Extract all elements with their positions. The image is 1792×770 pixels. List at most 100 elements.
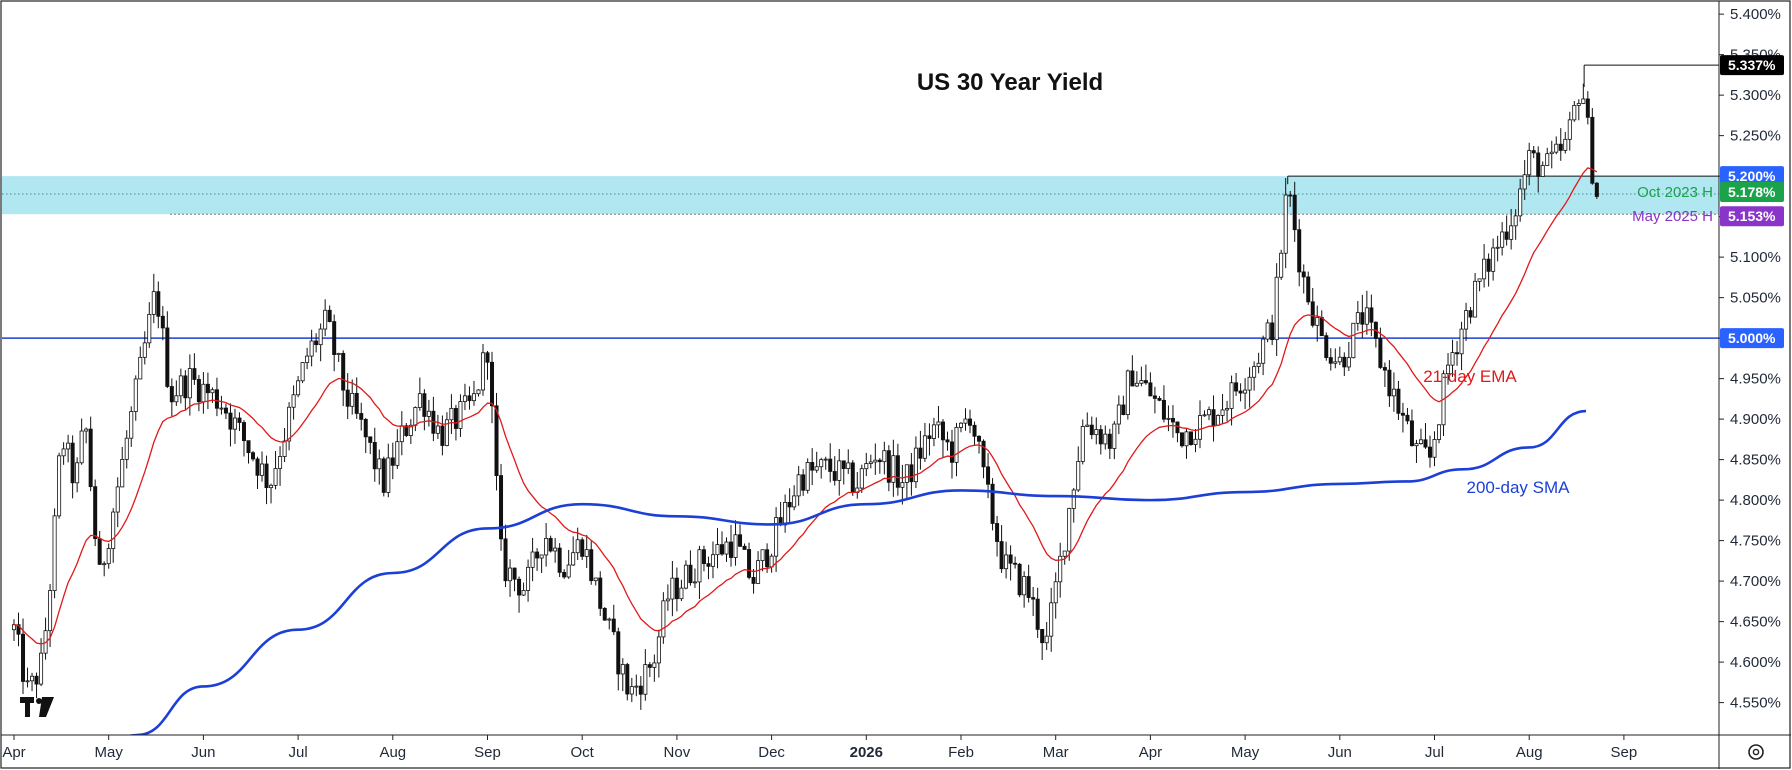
candle-body bbox=[526, 566, 531, 591]
candle bbox=[729, 524, 734, 567]
candle bbox=[1098, 425, 1103, 455]
candle bbox=[1071, 487, 1076, 523]
candle bbox=[1121, 395, 1126, 416]
candle-body bbox=[1184, 431, 1189, 447]
candle bbox=[1364, 290, 1369, 335]
candle-body bbox=[1400, 412, 1405, 416]
candle-body bbox=[1139, 380, 1144, 384]
candle-body bbox=[174, 395, 179, 403]
candle-body bbox=[1450, 352, 1455, 366]
candle-body bbox=[1225, 408, 1230, 411]
candle bbox=[1518, 178, 1523, 222]
candle bbox=[1112, 421, 1117, 460]
candle-body bbox=[1031, 597, 1036, 600]
candle-body bbox=[972, 424, 977, 437]
candle bbox=[855, 472, 860, 499]
candle-body bbox=[1333, 361, 1338, 364]
candle bbox=[300, 362, 305, 384]
candle bbox=[1342, 352, 1347, 377]
candle-body bbox=[625, 664, 630, 695]
y-tick-label: 4.650% bbox=[1730, 614, 1781, 631]
candle-body bbox=[1351, 322, 1356, 359]
price-badge-5000-text: 5.000% bbox=[1728, 330, 1776, 346]
candle-body bbox=[891, 455, 896, 483]
candle bbox=[882, 441, 887, 475]
candle bbox=[949, 429, 954, 479]
candle bbox=[1161, 385, 1166, 423]
y-tick-label: 4.900% bbox=[1730, 411, 1781, 428]
candle bbox=[305, 347, 310, 370]
candle-body bbox=[187, 368, 192, 399]
y-tick-label: 4.750% bbox=[1730, 533, 1781, 550]
candle-body bbox=[323, 309, 328, 330]
settings-gear-icon[interactable] bbox=[1748, 744, 1764, 760]
candle bbox=[219, 395, 224, 415]
candle-body bbox=[963, 418, 968, 424]
candle-body bbox=[783, 502, 788, 526]
candle-body bbox=[1337, 356, 1342, 363]
candle-body bbox=[918, 447, 923, 459]
candle bbox=[282, 427, 287, 462]
candle-body bbox=[476, 389, 481, 395]
price-badge-5337: 5.337% bbox=[1720, 55, 1784, 76]
candle bbox=[1022, 571, 1027, 608]
candle bbox=[354, 377, 359, 419]
x-tick-label: 2026 bbox=[850, 744, 883, 761]
candle-body bbox=[1554, 143, 1559, 153]
candle bbox=[1585, 91, 1590, 125]
candle-body bbox=[986, 466, 991, 485]
candle bbox=[431, 396, 436, 442]
candle-body bbox=[584, 549, 589, 557]
candle-body bbox=[1094, 429, 1099, 436]
candle-body bbox=[1563, 138, 1568, 151]
candle bbox=[309, 329, 314, 367]
candle bbox=[70, 435, 75, 499]
candle bbox=[931, 417, 936, 447]
candle bbox=[1179, 432, 1184, 448]
x-tick-label: Sep bbox=[1611, 744, 1638, 761]
candle-body bbox=[674, 577, 679, 600]
candle-body bbox=[1319, 317, 1324, 337]
y-tick-label: 4.700% bbox=[1730, 573, 1781, 590]
candle bbox=[417, 377, 422, 411]
candle bbox=[868, 454, 873, 469]
candle bbox=[602, 607, 607, 621]
candle-body bbox=[160, 315, 165, 329]
candle-body bbox=[828, 458, 833, 472]
candle-body bbox=[183, 375, 188, 399]
candle bbox=[1581, 83, 1586, 105]
candle bbox=[850, 460, 855, 496]
candle-body bbox=[877, 459, 882, 463]
candle-body bbox=[1486, 258, 1491, 272]
candle bbox=[1504, 215, 1509, 246]
candle-body bbox=[1360, 312, 1365, 325]
candle bbox=[647, 662, 652, 678]
candle bbox=[521, 582, 526, 597]
candle-body bbox=[995, 523, 1000, 542]
candle-body bbox=[404, 425, 409, 436]
candle bbox=[688, 550, 693, 586]
candle bbox=[778, 501, 783, 527]
candle bbox=[796, 466, 801, 506]
x-tick-label: Mar bbox=[1043, 744, 1069, 761]
candle bbox=[201, 372, 206, 414]
candle-body bbox=[147, 313, 152, 344]
price-badge-5200-text: 5.200% bbox=[1728, 168, 1776, 184]
candle bbox=[1513, 209, 1518, 240]
candle bbox=[1563, 131, 1568, 154]
candle bbox=[1198, 400, 1203, 449]
candle-body bbox=[634, 685, 639, 688]
candle bbox=[278, 446, 283, 486]
candle bbox=[1234, 372, 1239, 396]
candle bbox=[381, 456, 386, 497]
candle-body bbox=[70, 442, 75, 484]
candle bbox=[968, 409, 973, 434]
candle bbox=[1247, 367, 1252, 408]
candle-body bbox=[544, 537, 549, 556]
candle-body bbox=[332, 321, 337, 355]
candle bbox=[774, 507, 779, 572]
candle-body bbox=[142, 342, 147, 358]
candle-body bbox=[1062, 550, 1067, 557]
candle-body bbox=[796, 474, 801, 497]
candle-body bbox=[1576, 103, 1581, 106]
